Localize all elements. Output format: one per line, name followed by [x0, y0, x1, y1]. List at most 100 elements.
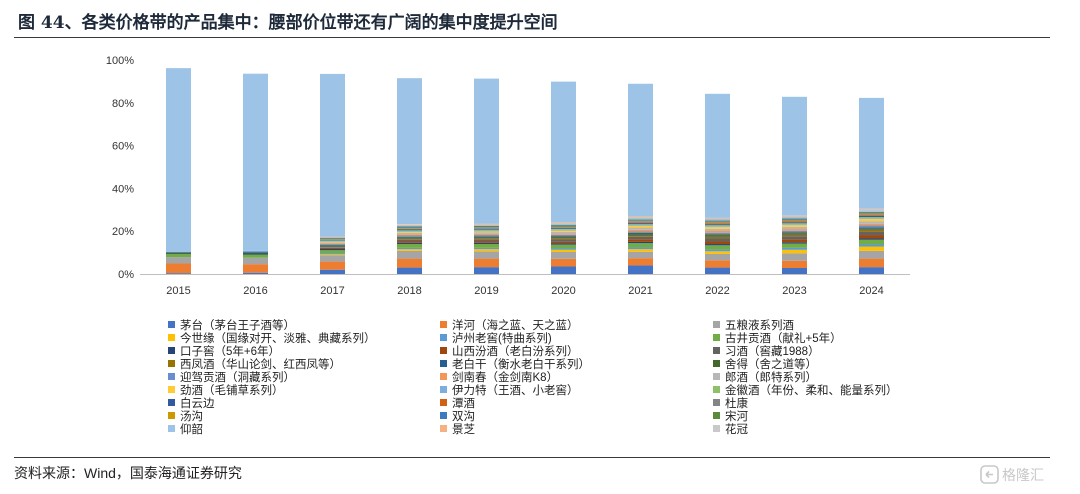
bar-segment	[782, 216, 807, 217]
legend-swatch	[713, 321, 720, 328]
bar-segment	[320, 240, 345, 242]
bar-segment	[782, 96, 807, 216]
bar-segment	[551, 223, 576, 224]
bar-segment	[859, 213, 884, 215]
bar-segment	[628, 241, 653, 244]
bar-segment	[628, 232, 653, 235]
bar-segment	[551, 238, 576, 240]
bar-segment	[551, 231, 576, 234]
legend-swatch	[713, 425, 720, 432]
bar-segment	[166, 273, 191, 274]
bar-segment	[243, 252, 268, 254]
legend-swatch	[440, 360, 447, 367]
title-divider	[14, 37, 1050, 38]
bar-segment	[397, 249, 422, 251]
bar-segment	[320, 244, 345, 245]
bar-segment	[551, 239, 576, 242]
bar-segment	[397, 226, 422, 228]
bar-segment	[859, 239, 884, 245]
bar-segment	[705, 221, 730, 223]
bar-segment	[397, 244, 422, 248]
legend-swatch	[713, 360, 720, 367]
bar-segment	[474, 232, 499, 234]
bar-segment	[859, 225, 884, 228]
bar-segment	[859, 267, 884, 274]
bar-segment	[397, 241, 422, 243]
bar-segment	[474, 228, 499, 230]
bar-segment	[782, 233, 807, 235]
bar-segment	[859, 244, 884, 247]
x-tick-label: 2021	[628, 285, 652, 297]
figure-title: 图 44、各类价格带的产品集中：腰部价位带还有广阔的集中度提升空间	[18, 13, 558, 33]
bar-segment	[397, 232, 422, 235]
bar-segment	[859, 246, 884, 251]
legend-swatch	[168, 334, 175, 341]
source-note: 资料来源：Wind，国泰海通证券研究	[14, 465, 242, 481]
bar-segment	[628, 224, 653, 225]
bar-segment	[628, 243, 653, 248]
bar-segment	[243, 73, 268, 251]
bar-segment	[551, 233, 576, 235]
x-tick-label: 2024	[859, 285, 883, 297]
bar-segment	[397, 250, 422, 259]
bar-segment	[782, 239, 807, 243]
bar-segment	[782, 219, 807, 220]
bar-segment	[705, 253, 730, 261]
bar-segment	[705, 222, 730, 224]
bar-segment	[397, 227, 422, 229]
bar-segment	[320, 238, 345, 239]
source-divider	[14, 457, 1050, 458]
bar-segment	[782, 221, 807, 223]
legend-label: 金徽酒（年份、柔和、能量系列）	[725, 385, 898, 397]
bar-segment	[705, 226, 730, 228]
x-tick-label: 2018	[397, 285, 421, 297]
legend-swatch	[440, 386, 447, 393]
bar-segment	[628, 217, 653, 218]
legend-item: 习酒（窖藏1988）	[713, 346, 820, 359]
bar-segment	[782, 232, 807, 234]
bar-segment	[320, 250, 345, 254]
bar-segment	[705, 224, 730, 226]
bar-segment	[397, 242, 422, 245]
legend-label: 五粮液系列酒	[725, 320, 794, 332]
legend-label: 宋河	[725, 411, 748, 423]
bar-segment	[320, 242, 345, 244]
bar-segment	[628, 258, 653, 266]
legend-item: 剑南春（金剑南K8）	[440, 372, 558, 385]
bar-segment	[474, 239, 499, 242]
bar-segment	[397, 224, 422, 225]
bar-segment	[397, 228, 422, 230]
bar-segment	[243, 264, 268, 273]
bar-segment	[320, 253, 345, 255]
legend-label: 潭酒	[452, 398, 475, 410]
bar-segment	[705, 267, 730, 274]
bar-segment	[782, 219, 807, 221]
bar-segment	[782, 253, 807, 261]
bar-segment	[551, 244, 576, 249]
bar-segment	[782, 224, 807, 226]
legend-swatch	[440, 347, 447, 354]
bar-segment	[397, 225, 422, 227]
bar-segment	[474, 237, 499, 239]
bar-segment	[397, 235, 422, 237]
legend-swatch	[713, 399, 720, 406]
bar-segment	[705, 235, 730, 237]
bar-segment	[474, 230, 499, 232]
legend-item: 仰韶	[168, 424, 203, 437]
bar-segment	[859, 258, 884, 268]
bar-segment	[320, 238, 345, 240]
bar-segment	[859, 231, 884, 236]
bar-segment	[705, 232, 730, 235]
bar-segment	[474, 233, 499, 236]
legend-item: 潭酒	[440, 398, 475, 411]
bar-segment	[320, 255, 345, 262]
bar-segment	[859, 223, 884, 226]
bar-segment	[243, 257, 268, 265]
bar-segment	[551, 224, 576, 226]
bar-segment	[474, 241, 499, 243]
bar-segment	[474, 227, 499, 229]
bar-segment	[551, 248, 576, 250]
bar-segment	[320, 237, 345, 239]
bar-segment	[628, 220, 653, 222]
bar-segment	[859, 211, 884, 213]
